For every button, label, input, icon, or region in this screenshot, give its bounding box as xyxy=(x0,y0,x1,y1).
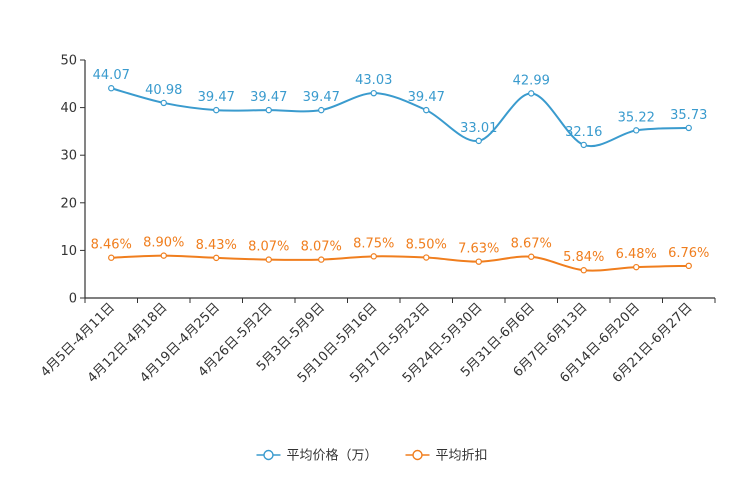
data-point[interactable] xyxy=(213,106,220,114)
data-point[interactable] xyxy=(160,99,167,107)
y-tick-label: 30 xyxy=(60,149,77,164)
data-label: 39.47 xyxy=(408,90,445,105)
data-point[interactable] xyxy=(318,256,325,263)
data-label: 8.50% xyxy=(406,238,447,253)
data-point[interactable] xyxy=(108,254,115,261)
data-point[interactable] xyxy=(370,253,377,260)
data-point[interactable] xyxy=(528,90,535,97)
data-point[interactable] xyxy=(423,106,430,114)
data-label: 7.63% xyxy=(458,242,499,257)
data-label: 40.98 xyxy=(145,83,182,98)
data-point[interactable] xyxy=(213,254,220,262)
data-point[interactable] xyxy=(265,106,272,114)
data-label: 8.67% xyxy=(511,237,552,252)
legend-label: 平均价格（万） xyxy=(286,448,377,464)
legend-marker-icon xyxy=(412,449,423,461)
data-label: 42.99 xyxy=(513,73,550,88)
data-label: 8.07% xyxy=(301,240,342,255)
data-label: 39.47 xyxy=(250,90,287,105)
data-point[interactable] xyxy=(160,252,167,259)
data-point[interactable] xyxy=(423,254,430,261)
series-layer xyxy=(108,85,692,274)
data-label: 8.07% xyxy=(248,240,289,255)
data-label: 39.47 xyxy=(303,90,340,105)
data-point[interactable] xyxy=(108,85,115,92)
data-label: 8.43% xyxy=(196,238,237,253)
data-label: 8.46% xyxy=(91,238,132,253)
data-labels-layer: 44.07 40.98 39.47 39.47 39.47 43.03 39.47 33.01… xyxy=(91,68,710,265)
data-point[interactable] xyxy=(475,137,482,145)
data-point[interactable] xyxy=(685,124,692,132)
data-point[interactable] xyxy=(528,253,535,260)
y-tick-label: 10 xyxy=(60,244,77,259)
legend[interactable]: 平均价格（万） 平均折扣 xyxy=(256,448,488,464)
series-line-2[interactable] xyxy=(111,254,689,272)
legend-item-2[interactable]: 平均折扣 xyxy=(405,449,488,464)
data-label: 6.76% xyxy=(668,246,709,261)
y-tick-label: 0 xyxy=(69,292,77,307)
legend-item-1[interactable]: 平均价格（万） xyxy=(256,448,378,464)
data-label: 35.73 xyxy=(670,108,707,123)
data-label: 6.48% xyxy=(616,247,657,262)
data-label: 35.22 xyxy=(618,110,655,125)
data-point[interactable] xyxy=(633,263,640,271)
data-point[interactable] xyxy=(475,258,482,265)
data-point[interactable] xyxy=(318,106,325,114)
data-label: 43.03 xyxy=(355,73,392,88)
data-point[interactable] xyxy=(633,127,640,134)
y-axis: 0 10 20 30 40 50 xyxy=(60,54,86,307)
data-label: 32.16 xyxy=(565,125,602,140)
data-point[interactable] xyxy=(580,141,587,149)
legend-marker-icon xyxy=(263,449,274,461)
data-label: 39.47 xyxy=(198,90,235,105)
data-point[interactable] xyxy=(370,89,377,97)
data-label: 33.01 xyxy=(460,121,497,136)
data-point[interactable] xyxy=(685,262,692,270)
y-tick-label: 20 xyxy=(60,196,77,211)
y-tick-label: 50 xyxy=(60,54,77,69)
data-point[interactable] xyxy=(580,267,587,274)
data-label: 44.07 xyxy=(93,68,130,83)
data-label: 8.90% xyxy=(143,236,184,251)
data-label: 8.75% xyxy=(353,236,394,251)
legend-label: 平均折扣 xyxy=(436,449,488,464)
data-point[interactable] xyxy=(265,256,272,263)
x-axis: 4月5日-4月11日4月12日-4月18日4月19日-4月25日4月26日-5月… xyxy=(38,297,716,386)
data-label: 5.84% xyxy=(563,250,604,265)
y-tick-label: 40 xyxy=(60,101,77,116)
